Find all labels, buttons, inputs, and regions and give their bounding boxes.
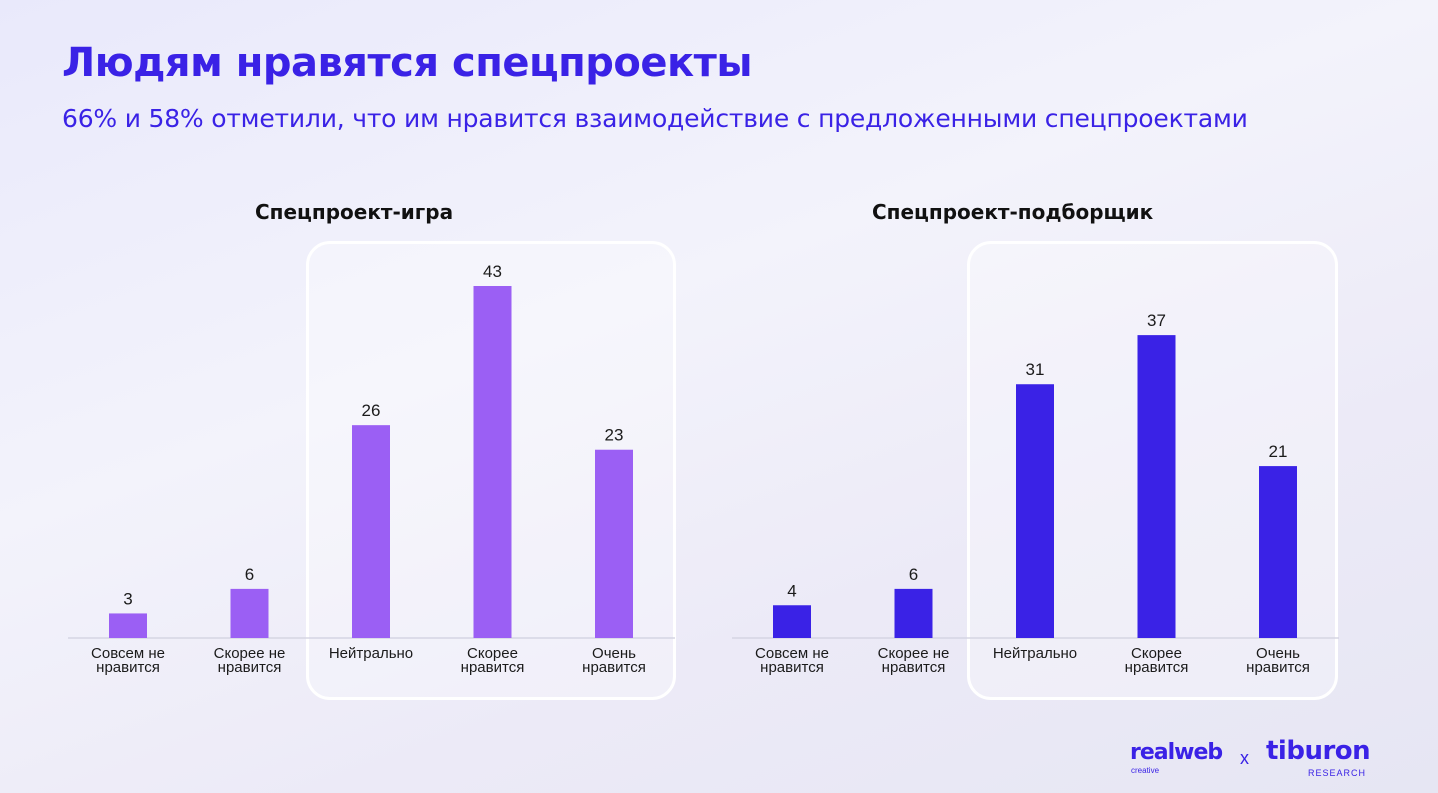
category-label: нравится bbox=[882, 659, 946, 676]
bar bbox=[230, 588, 269, 638]
category-label: Нейтрально bbox=[329, 645, 413, 662]
category-label: Нейтрально bbox=[993, 645, 1077, 662]
category-label: Совсем не bbox=[755, 645, 829, 662]
category-label: Скорее bbox=[467, 645, 518, 662]
bar bbox=[109, 613, 147, 638]
category-label: нравится bbox=[760, 659, 824, 676]
bar bbox=[1259, 466, 1297, 638]
value-label: 23 bbox=[605, 426, 624, 445]
page-title: Людям нравятся спецпроекты bbox=[62, 40, 753, 86]
page-subtitle: 66% и 58% отметили, что им нравится взаи… bbox=[62, 104, 1248, 133]
bar bbox=[595, 449, 633, 638]
category-label: Очень bbox=[1256, 645, 1300, 662]
value-label: 6 bbox=[909, 565, 918, 584]
value-label: 31 bbox=[1026, 360, 1045, 379]
category-label: нравится bbox=[218, 659, 282, 676]
bar bbox=[352, 425, 390, 638]
tiburon-logo: tiburon bbox=[1266, 736, 1371, 766]
bar bbox=[894, 588, 933, 638]
category-label: нравится bbox=[96, 659, 160, 676]
category-label: нравится bbox=[461, 659, 525, 676]
tiburon-logo-sub: RESEARCH bbox=[1308, 768, 1367, 778]
value-label: 21 bbox=[1269, 442, 1288, 461]
footer-logos: realweb creative x tiburon RESEARCH bbox=[1128, 736, 1388, 784]
value-label: 26 bbox=[362, 401, 381, 420]
category-label: нравится bbox=[1246, 659, 1310, 676]
realweb-logo: realweb bbox=[1130, 740, 1223, 765]
value-label: 3 bbox=[123, 589, 132, 608]
bar bbox=[1137, 335, 1176, 638]
logo-separator: x bbox=[1240, 748, 1249, 768]
value-label: 6 bbox=[245, 565, 254, 584]
realweb-logo-sub: creative bbox=[1131, 766, 1160, 775]
value-label: 4 bbox=[787, 581, 796, 600]
category-label: нравится bbox=[1125, 659, 1189, 676]
chart-title-game: Спецпроект-игра bbox=[255, 200, 454, 224]
bar bbox=[1016, 384, 1054, 638]
category-label: Совсем не bbox=[91, 645, 165, 662]
chart-title-picker: Спецпроект-подборщик bbox=[872, 200, 1154, 224]
value-label: 37 bbox=[1147, 311, 1166, 330]
category-label: Скорее не bbox=[878, 645, 950, 662]
category-label: Скорее не bbox=[214, 645, 286, 662]
value-label: 43 bbox=[483, 262, 502, 281]
category-label: Скорее bbox=[1131, 645, 1182, 662]
bar bbox=[473, 286, 512, 638]
category-label: нравится bbox=[582, 659, 646, 676]
bar bbox=[773, 605, 811, 638]
category-label: Очень bbox=[592, 645, 636, 662]
